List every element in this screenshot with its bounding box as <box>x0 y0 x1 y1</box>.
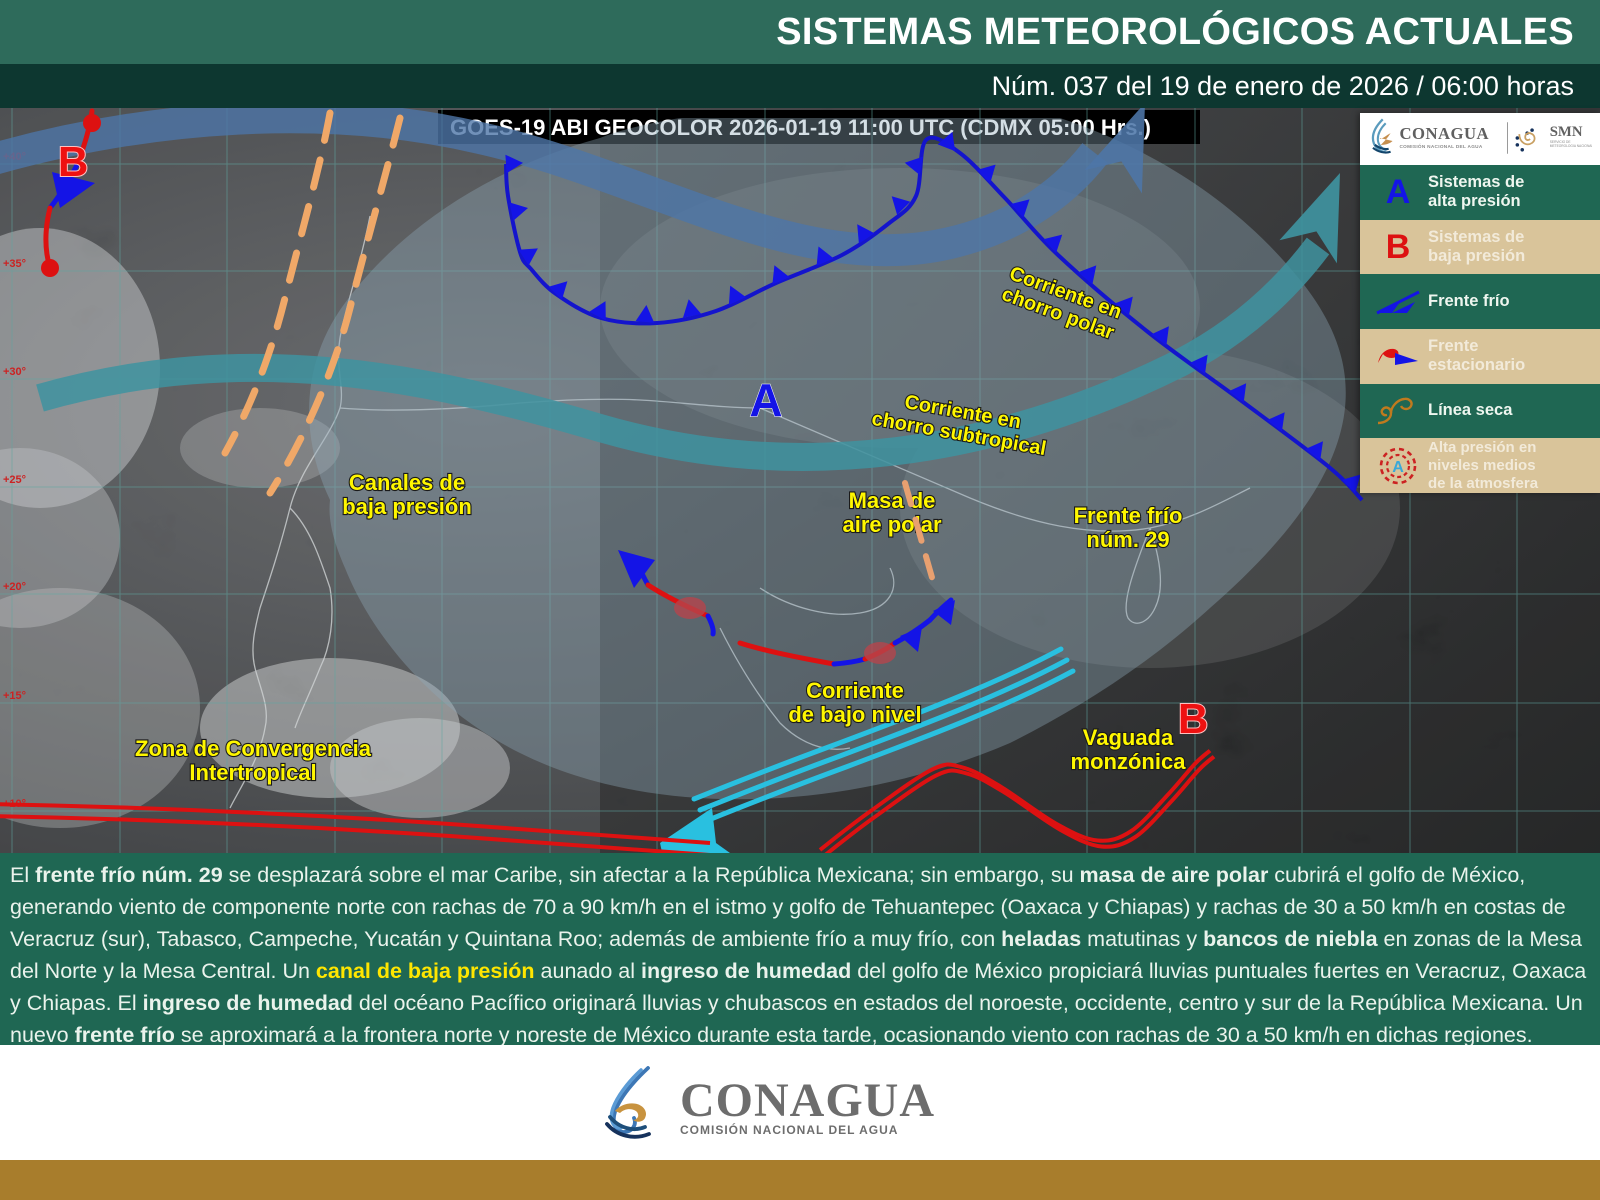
svg-text:+20°: +20° <box>3 581 26 593</box>
svg-text:+25°: +25° <box>3 474 26 486</box>
svg-text:Corriente: Corriente <box>806 678 904 703</box>
svg-text:CONAGUA: CONAGUA <box>680 1074 935 1127</box>
svg-text:aire polar: aire polar <box>842 512 941 537</box>
svg-text:baja presión: baja presión <box>342 494 472 519</box>
svg-text:A: A <box>749 374 782 426</box>
svg-text:Vaguada: Vaguada <box>1083 725 1174 750</box>
svg-text:monzónica: monzónica <box>1071 749 1187 774</box>
svg-text:COMISIÓN NACIONAL DEL AGUA: COMISIÓN NACIONAL DEL AGUA <box>1399 142 1482 149</box>
svg-text:Intertropical: Intertropical <box>189 760 316 785</box>
svg-text:+30°: +30° <box>3 366 26 378</box>
svg-text:núm. 29: núm. 29 <box>1086 527 1169 552</box>
svg-text:Masa de: Masa de <box>849 488 936 513</box>
svg-text:+15°: +15° <box>3 690 26 702</box>
svg-text:COMISIÓN NACIONAL DEL AGUA: COMISIÓN NACIONAL DEL AGUA <box>680 1122 898 1137</box>
svg-text:+35°: +35° <box>3 258 26 270</box>
svg-text:SMN: SMN <box>1550 124 1583 140</box>
svg-text:Zona de Convergencia: Zona de Convergencia <box>135 736 372 761</box>
svg-text:A: A <box>1392 459 1404 476</box>
svg-text:B: B <box>58 138 88 185</box>
svg-text:CONAGUA: CONAGUA <box>1399 124 1489 143</box>
svg-text:METEOROLOGIA NACIONAL: METEOROLOGIA NACIONAL <box>1550 144 1592 148</box>
svg-text:B: B <box>1178 695 1208 742</box>
svg-text:Canales de: Canales de <box>349 470 465 495</box>
svg-text:de bajo nivel: de bajo nivel <box>788 702 921 727</box>
svg-text:Frente frío: Frente frío <box>1074 503 1183 528</box>
